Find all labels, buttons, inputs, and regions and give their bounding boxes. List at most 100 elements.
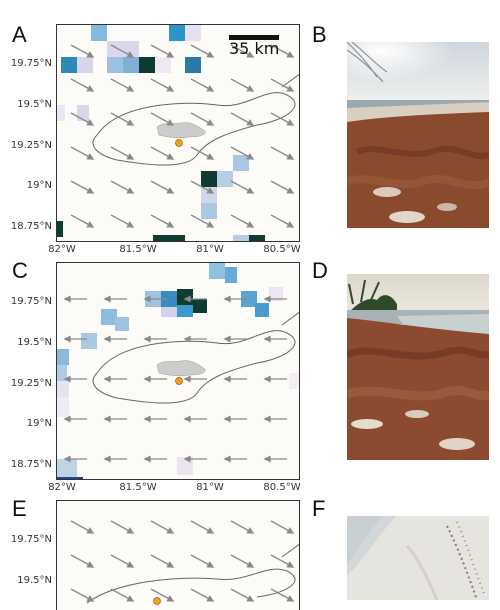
panel-label-b: B [312, 22, 327, 47]
current-arrow-head [206, 51, 215, 58]
y-tick-e-1: 19.5°N [17, 575, 52, 586]
current-arrow-head [166, 119, 175, 126]
current-arrow-head [126, 51, 135, 58]
current-arrow-head [166, 561, 175, 568]
y-tick-c-1: 19.5°N [17, 337, 52, 348]
current-arrow-head [143, 455, 151, 463]
y-tick-a-2: 19.25°N [10, 140, 52, 151]
y-tick-c-2: 19.25°N [10, 378, 52, 389]
current-arrow-head [86, 187, 95, 194]
current-arrow-head [63, 455, 71, 463]
panel-label-f: F [312, 496, 326, 521]
current-arrow-head [126, 221, 135, 228]
y-tick-c-0: 19.75°N [10, 296, 52, 307]
y-tick-a-4: 18.75°N [10, 221, 52, 232]
y-tick-a-3: 19°N [26, 180, 52, 191]
panel-label-a: A [12, 22, 27, 47]
photo-d [347, 274, 489, 460]
current-arrow-head [143, 295, 151, 303]
current-arrow-head [286, 187, 295, 194]
x-tick-c-1: 81.5°W [119, 482, 157, 493]
x-tick-a-1: 81.5°W [119, 244, 157, 255]
current-arrow-head [86, 153, 95, 160]
current-arrow-head [143, 415, 151, 423]
current-arrow-head [126, 119, 135, 126]
current-arrow-head [166, 85, 175, 92]
current-arrow-head [143, 335, 151, 343]
map-panel-e [56, 500, 300, 610]
current-arrow-head [246, 51, 255, 58]
current-arrow-head [63, 375, 71, 383]
site-marker-a [175, 139, 183, 147]
current-arrow-head [206, 153, 215, 160]
current-arrow-head [86, 595, 95, 602]
current-arrow-head [206, 85, 215, 92]
current-arrow-head [126, 595, 135, 602]
sargassum-cells-a [57, 25, 265, 241]
current-arrow-head [263, 335, 271, 343]
y-tick-e-0: 19.75°N [10, 534, 52, 545]
current-arrow-head [246, 119, 255, 126]
current-arrow-head [223, 375, 231, 383]
y-tick-a-1: 19.5°N [17, 99, 52, 110]
current-arrow-head [86, 527, 95, 534]
current-arrow-head [126, 187, 135, 194]
y-tick-c-3: 19°N [26, 418, 52, 429]
current-arrow-head [263, 415, 271, 423]
map-panel-a: 35 km [56, 24, 300, 242]
current-arrow-head [126, 153, 135, 160]
depth-contour-c [92, 330, 296, 404]
current-arrow-head [206, 187, 215, 194]
current-arrow-head [166, 527, 175, 534]
current-arrow-head [246, 595, 255, 602]
current-arrow-head [126, 85, 135, 92]
current-arrow-head [286, 85, 295, 92]
photo-b [347, 42, 489, 228]
current-arrow-head [86, 221, 95, 228]
current-arrow-head [183, 415, 191, 423]
current-arrow-head [206, 595, 215, 602]
current-arrow-head [286, 119, 295, 126]
x-tick-c-0: 82°W [48, 482, 76, 493]
current-arrow-head [166, 187, 175, 194]
island-c [156, 360, 206, 377]
current-arrow-head [103, 295, 111, 303]
map-a-canvas [57, 25, 299, 241]
site-marker-e [153, 597, 161, 605]
current-arrow-head [246, 153, 255, 160]
map-e-canvas [70, 520, 299, 605]
current-arrow-head [183, 455, 191, 463]
current-arrow-head [206, 221, 215, 228]
island-a [156, 122, 206, 139]
current-arrow-head [286, 153, 295, 160]
y-tick-c-4: 18.75°N [10, 459, 52, 470]
current-arrow-head [183, 295, 191, 303]
x-tick-c-3: 80.5°W [263, 482, 301, 493]
current-arrow-head [166, 221, 175, 228]
depth-contour-e [86, 568, 296, 604]
x-tick-a-2: 81°W [196, 244, 224, 255]
current-arrow-head [246, 85, 255, 92]
site-marker-c [175, 377, 183, 385]
scale-bar-label: 35 km [229, 39, 280, 58]
map-c-canvas [57, 263, 299, 479]
scale-bar [229, 35, 279, 40]
current-arrow-head [86, 561, 95, 568]
current-arrow-head [86, 51, 95, 58]
current-arrow-head [126, 527, 135, 534]
current-arrow-head [63, 295, 71, 303]
x-tick-a-3: 80.5°W [263, 244, 301, 255]
current-arrow-head [286, 527, 295, 534]
current-arrow-head [246, 221, 255, 228]
current-arrow-head [166, 595, 175, 602]
current-arrow-head [263, 455, 271, 463]
current-arrow-head [263, 375, 271, 383]
panel-label-e: E [12, 496, 27, 521]
current-arrow-head [63, 335, 71, 343]
current-arrow-head [246, 527, 255, 534]
current-arrow-head [246, 187, 255, 194]
current-arrow-head [63, 415, 71, 423]
current-arrows-e [70, 520, 295, 602]
x-tick-c-2: 81°W [196, 482, 224, 493]
current-arrow-head [223, 415, 231, 423]
